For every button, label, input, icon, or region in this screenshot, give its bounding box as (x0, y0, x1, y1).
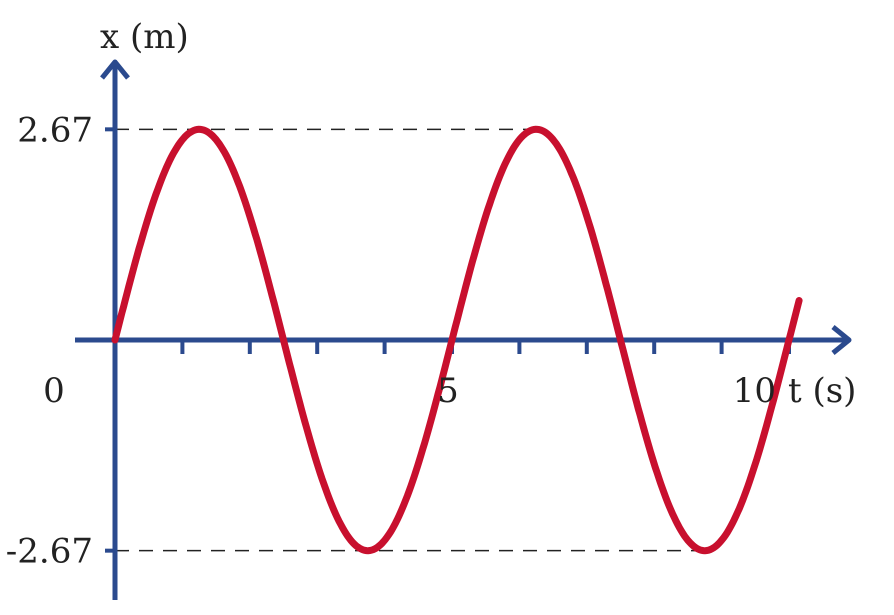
x-tick-label: 10 (733, 371, 776, 411)
y-tick-label: 2.67 (17, 110, 93, 150)
x-tick-label: 0 (43, 371, 65, 411)
x-tick-label: 5 (437, 371, 459, 411)
y-tick-label: -2.67 (6, 532, 93, 572)
series-line (111, 125, 803, 555)
x-axis-label: t (s) (788, 371, 856, 411)
y-axis-arrow (100, 59, 130, 80)
x-axis-arrow (831, 325, 852, 355)
y-axis-label: x (m) (100, 17, 189, 57)
